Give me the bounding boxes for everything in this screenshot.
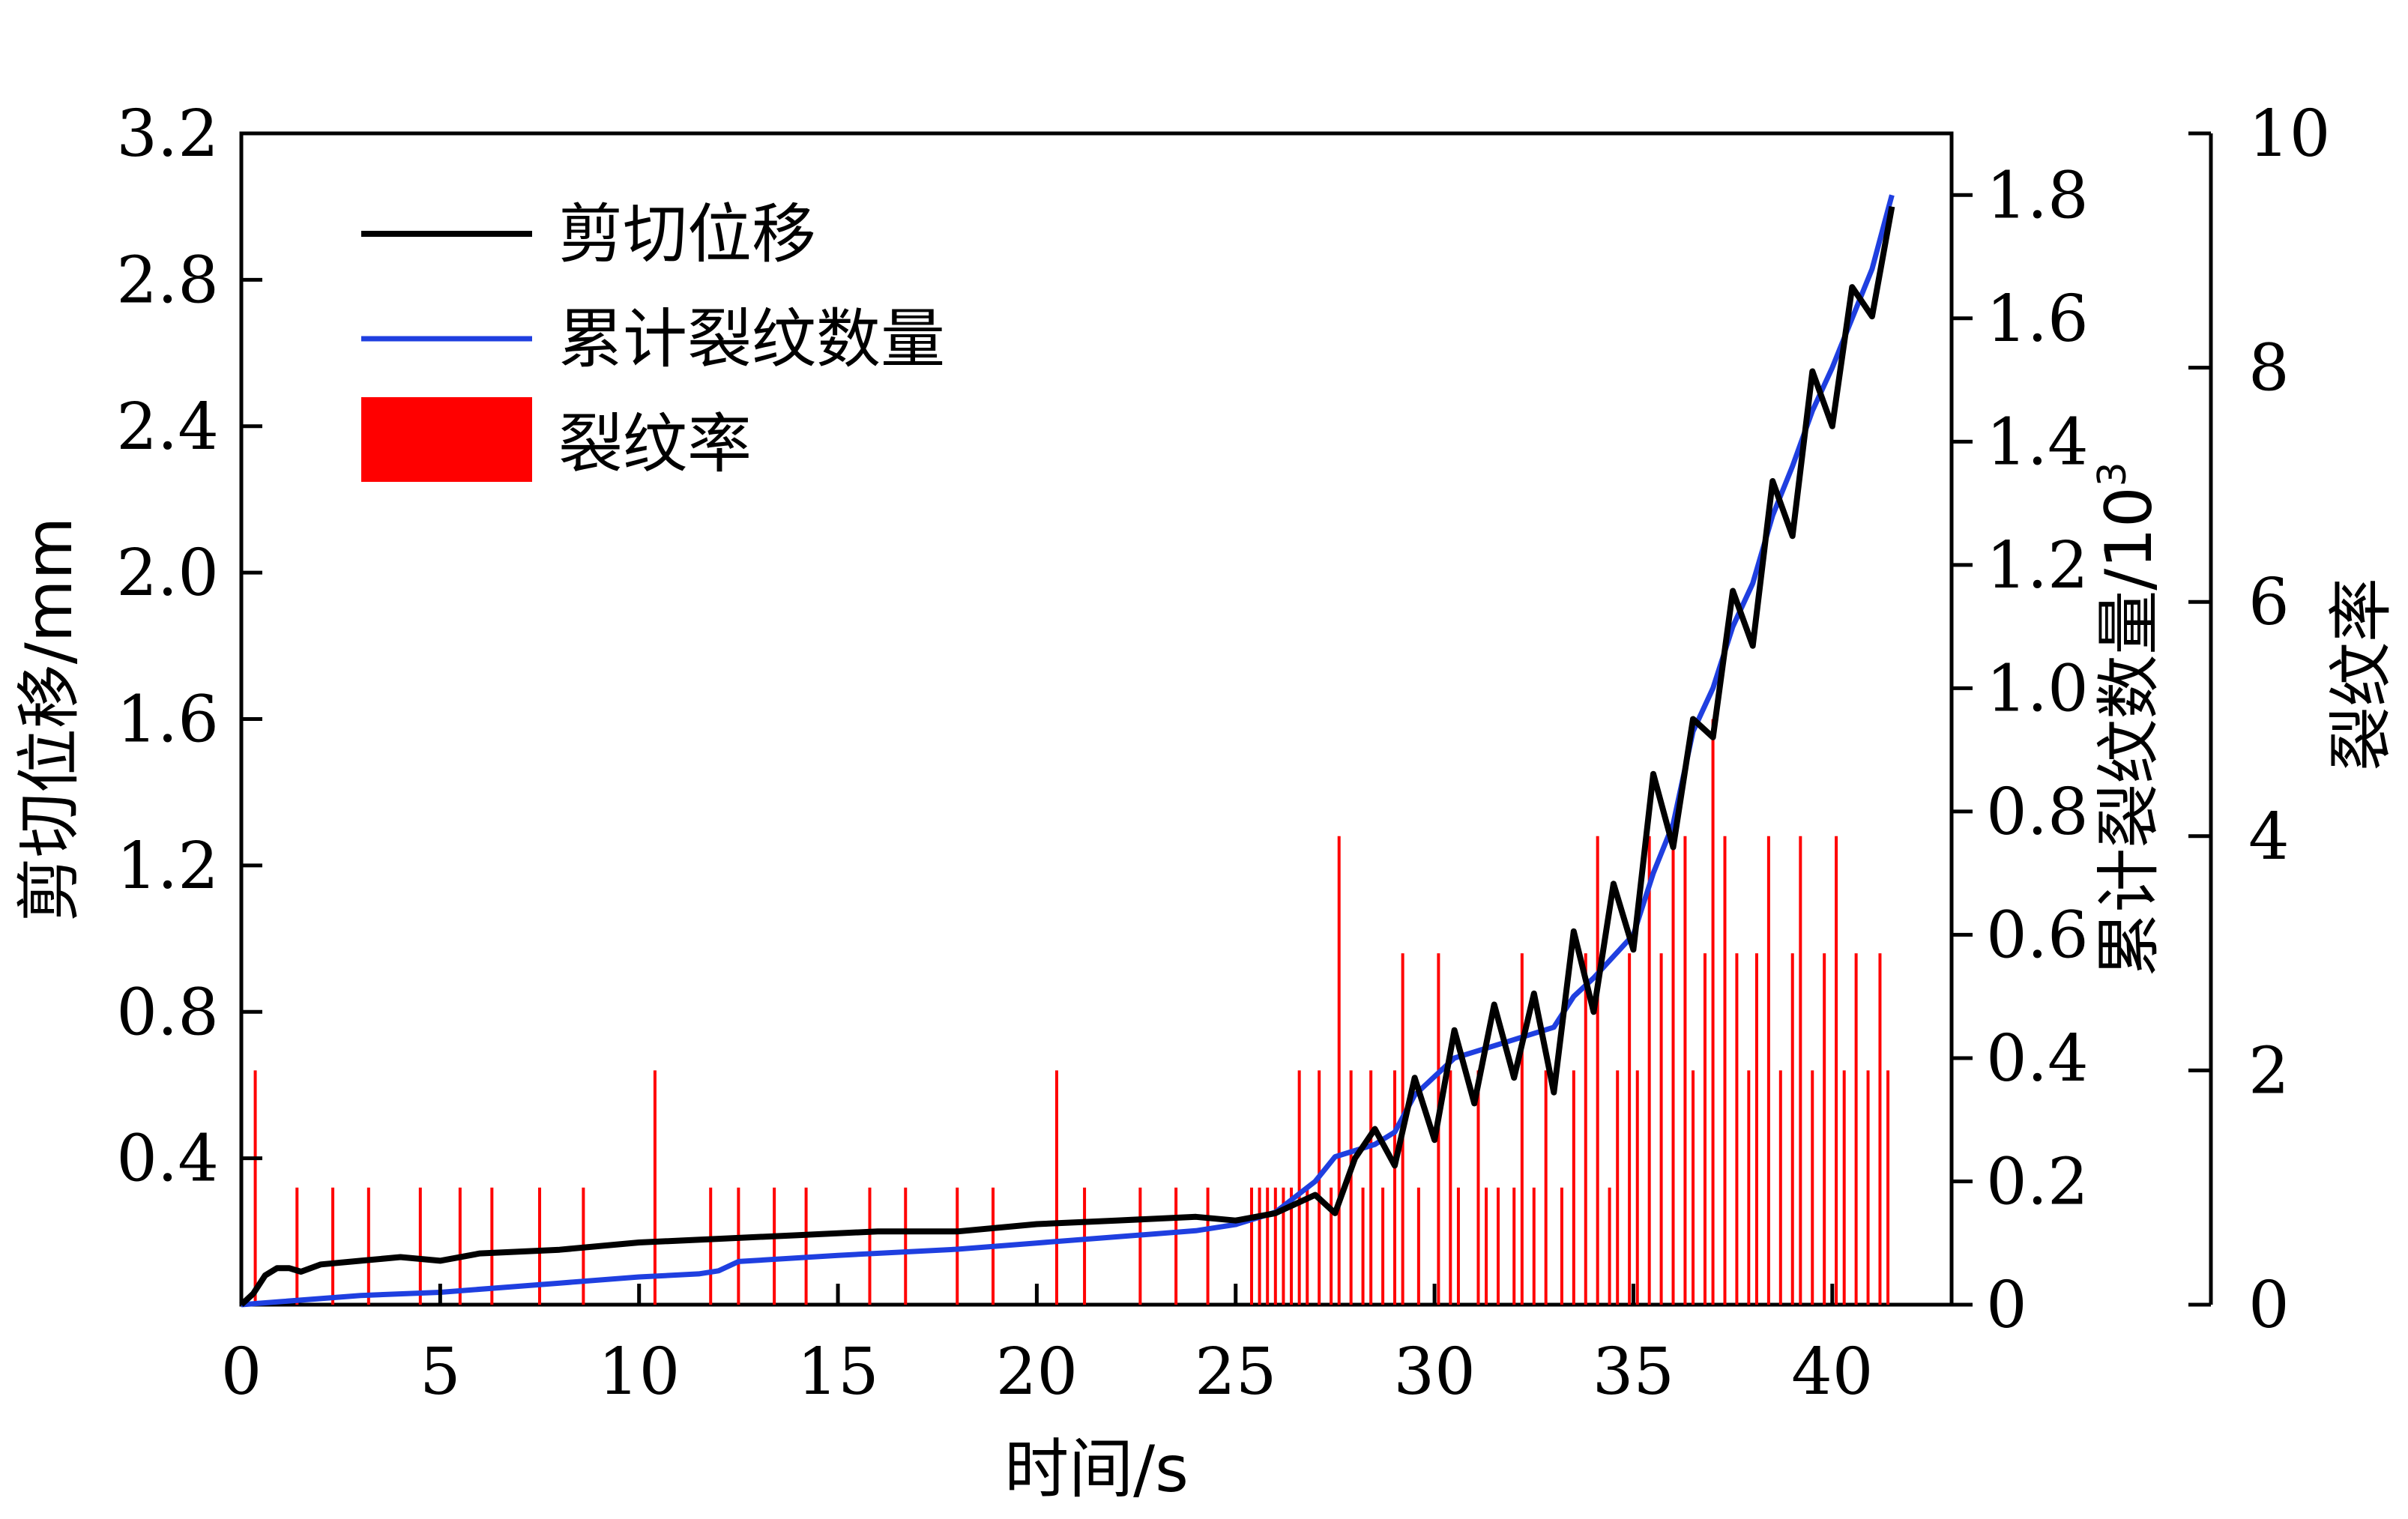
x-tick-label: 20 (996, 1335, 1078, 1410)
y-right1-tick-label: 1.4 (1986, 405, 2089, 480)
x-tick-label: 30 (1393, 1335, 1475, 1410)
legend-label-rate: 裂纹率 (558, 407, 752, 482)
y-right2-axis-title: 裂纹率 (2324, 578, 2399, 771)
y-left-tick-label: 1.2 (116, 829, 219, 904)
x-tick-label: 25 (1195, 1335, 1276, 1410)
y-left-axis: 0.4 0.8 1.2 1.6 2.0 2.4 2.8 3.2 (116, 97, 262, 1197)
y-left-tick-label: 2.8 (116, 243, 219, 318)
y-right1-tick-label: 0.2 (1986, 1144, 2089, 1219)
x-tick-label: 5 (420, 1335, 461, 1410)
y-right2-tick-label: 6 (2248, 565, 2290, 640)
y-right2-tick-label: 4 (2248, 800, 2290, 875)
y-left-tick-label: 1.6 (116, 683, 219, 758)
legend: 剪切位移 累计裂纹数量 裂纹率 (361, 197, 945, 482)
y-right1-tick-label: 1.6 (1986, 282, 2089, 357)
y-right1-tick-label: 1.8 (1986, 158, 2089, 233)
x-tick-label: 35 (1593, 1335, 1674, 1410)
y-left-tick-label: 3.2 (116, 97, 219, 172)
y-left-tick-label: 0.8 (116, 975, 219, 1050)
x-tick-label: 0 (221, 1335, 262, 1410)
y-right1-tick-label: 0.4 (1986, 1021, 2089, 1096)
x-axis: 0 5 10 15 20 25 30 35 40 (221, 1284, 1874, 1410)
y-right1-tick-label: 0 (1986, 1268, 2027, 1343)
crack-rate-bars (253, 719, 1890, 1305)
y-right1-tick-label: 1.2 (1986, 528, 2089, 603)
x-tick-label: 40 (1791, 1335, 1873, 1410)
x-tick-label: 15 (797, 1335, 878, 1410)
y-right1-tick-label: 1.0 (1986, 651, 2089, 726)
y-right1-axis-title-main: 累计裂纹数量/10 (2092, 486, 2167, 976)
y-right2-tick-label: 8 (2248, 331, 2290, 406)
y-right1-tick-label: 0.8 (1986, 775, 2089, 850)
legend-swatch-rate (361, 397, 532, 482)
y-right1-axis-title: 累计裂纹数量/103 (2090, 462, 2167, 977)
shear-displacement-line (239, 205, 1895, 1307)
y-left-axis-title: 剪切位移/mm (12, 517, 87, 922)
cumulative-crack-line (241, 194, 1895, 1308)
y-right1-tick-label: 0.6 (1986, 898, 2089, 973)
legend-label-cumulative: 累计裂纹数量 (558, 302, 945, 377)
y-left-tick-label: 2.4 (116, 390, 219, 465)
legend-label-displacement: 剪切位移 (558, 197, 816, 272)
x-tick-label: 10 (598, 1335, 680, 1410)
series-lines (239, 194, 1895, 1308)
y-left-tick-label: 0.4 (116, 1122, 219, 1197)
y-left-tick-label: 2.0 (116, 536, 219, 611)
y-right1-axis-title-sup: 3 (2090, 462, 2135, 486)
x-axis-title: 时间/s (1004, 1432, 1189, 1507)
y-right2-axis: 0 2 4 6 8 10 (2188, 97, 2330, 1343)
y-right2-tick-label: 10 (2248, 97, 2330, 172)
y-right2-tick-label: 2 (2248, 1033, 2290, 1108)
y-right2-tick-label: 0 (2248, 1268, 2290, 1343)
y-right1-axis: 0 0.2 0.4 0.6 0.8 1.0 1.2 1.4 1.6 1.8 (1952, 158, 2089, 1343)
